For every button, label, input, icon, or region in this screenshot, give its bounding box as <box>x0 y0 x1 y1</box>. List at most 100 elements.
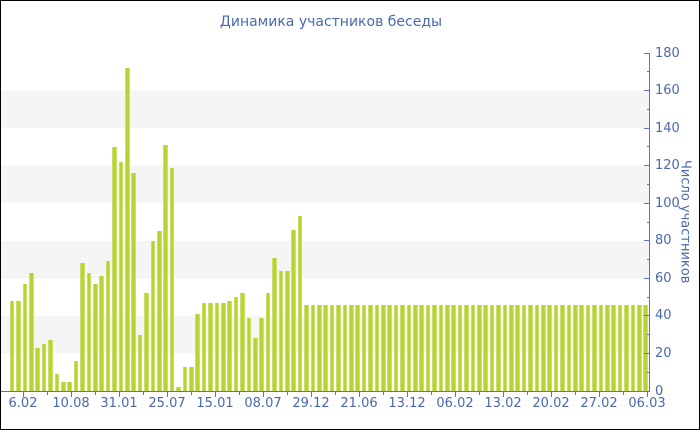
bar <box>361 304 367 391</box>
bar <box>528 304 533 391</box>
x-tick-label: 06.02 <box>436 396 474 411</box>
bar <box>125 68 130 391</box>
x-tick-label: 10.08 <box>52 396 90 411</box>
bar <box>547 304 552 391</box>
x-tick-label: 08.07 <box>244 396 282 411</box>
bar <box>381 304 386 391</box>
bar <box>451 304 456 391</box>
bar <box>265 293 271 391</box>
bar <box>419 304 424 391</box>
x-minor-tick <box>383 392 384 395</box>
bar <box>227 300 232 391</box>
y-major-tick <box>644 90 650 92</box>
x-tick-label: 21.06 <box>340 396 378 411</box>
y-major-tick <box>644 277 650 279</box>
bar <box>342 304 348 391</box>
x-major-tick <box>215 392 216 397</box>
bar <box>9 300 15 391</box>
bar <box>336 304 341 391</box>
bar <box>573 304 578 391</box>
bar <box>611 304 616 391</box>
y-minor-tick <box>646 259 650 261</box>
bar <box>150 240 156 391</box>
bar <box>624 304 629 391</box>
x-minor-tick <box>143 392 144 395</box>
x-minor-tick <box>47 392 48 395</box>
bar <box>477 304 482 391</box>
y-axis-title: Число участников <box>677 160 693 284</box>
bar <box>189 366 194 391</box>
bar <box>182 366 188 391</box>
bar <box>246 317 252 391</box>
bar <box>445 304 450 391</box>
bar <box>598 304 604 391</box>
x-minor-tick <box>239 392 240 395</box>
bar <box>425 304 431 391</box>
bar <box>131 173 136 391</box>
bar <box>438 304 444 391</box>
bar <box>137 334 143 391</box>
bar <box>195 314 200 391</box>
bar <box>502 304 508 391</box>
bar <box>553 304 559 391</box>
bar <box>54 374 60 391</box>
bar <box>585 304 591 391</box>
y-tick-label: 180 <box>655 45 680 61</box>
y-major-tick <box>644 127 650 129</box>
x-major-tick <box>407 392 408 397</box>
x-tick-label: 27.02 <box>580 396 618 411</box>
bar <box>233 297 239 391</box>
bar <box>489 304 495 391</box>
y-tick-label: 0 <box>655 383 664 399</box>
y-minor-tick <box>646 183 650 185</box>
bar <box>272 257 277 391</box>
bar <box>579 304 584 391</box>
x-major-tick <box>23 392 24 397</box>
bar <box>61 381 66 391</box>
x-minor-tick <box>95 392 96 395</box>
y-axis-line <box>649 53 650 392</box>
bar <box>534 304 540 391</box>
x-major-tick <box>599 392 600 397</box>
x-major-tick <box>647 392 648 397</box>
bar <box>406 304 412 391</box>
bar <box>413 304 418 391</box>
bar <box>637 304 642 391</box>
x-minor-tick <box>575 392 576 395</box>
y-tick-label: 40 <box>655 308 672 324</box>
bar <box>483 304 488 391</box>
bar <box>457 304 463 391</box>
x-tick-label: 15.01 <box>196 396 234 411</box>
bar <box>176 387 181 391</box>
bar <box>374 304 380 391</box>
bar <box>112 146 117 391</box>
bar <box>541 304 546 391</box>
bar <box>470 304 476 391</box>
bar <box>80 263 85 391</box>
y-major-tick <box>644 390 650 392</box>
y-tick-label: 20 <box>655 345 672 361</box>
bar <box>617 304 623 391</box>
x-major-tick <box>119 392 120 397</box>
bar <box>323 304 328 391</box>
bar <box>643 304 648 391</box>
bar <box>208 302 213 391</box>
bar <box>285 270 290 391</box>
x-tick-label: 13.02 <box>484 396 522 411</box>
x-tick-label: 6.02 <box>8 396 38 411</box>
y-major-tick <box>644 52 650 54</box>
x-major-tick <box>551 392 552 397</box>
bar <box>259 317 264 391</box>
bar <box>509 304 514 391</box>
y-major-tick <box>644 202 650 204</box>
bar <box>630 304 636 391</box>
bar <box>93 283 98 391</box>
y-major-tick <box>644 315 650 317</box>
x-axis-line <box>1 391 650 392</box>
bar <box>592 304 597 391</box>
bar <box>317 304 322 391</box>
bar <box>144 293 149 391</box>
bar <box>355 304 360 391</box>
x-major-tick <box>311 392 312 397</box>
x-tick-label: 20.02 <box>532 396 570 411</box>
